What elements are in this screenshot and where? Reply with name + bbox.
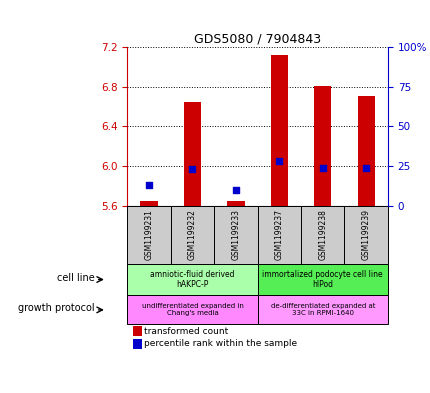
Point <box>275 158 282 164</box>
Bar <box>132 326 141 336</box>
Bar <box>270 55 287 206</box>
Bar <box>140 201 157 206</box>
Text: percentile rank within the sample: percentile rank within the sample <box>144 339 297 348</box>
Text: undifferentiated expanded in
Chang's media: undifferentiated expanded in Chang's med… <box>141 303 243 316</box>
Bar <box>214 206 257 264</box>
Text: GSM1199238: GSM1199238 <box>317 209 326 260</box>
Bar <box>257 264 387 296</box>
Bar <box>313 86 331 206</box>
Bar <box>183 102 201 206</box>
Bar <box>127 264 257 296</box>
Bar <box>170 206 214 264</box>
Point <box>319 164 326 171</box>
Bar <box>227 201 244 206</box>
Bar <box>132 339 141 349</box>
Text: GSM1199231: GSM1199231 <box>144 209 153 260</box>
Text: growth protocol: growth protocol <box>18 303 94 314</box>
Title: GDS5080 / 7904843: GDS5080 / 7904843 <box>194 33 320 46</box>
Text: transformed count: transformed count <box>144 327 228 336</box>
Text: GSM1199232: GSM1199232 <box>187 209 197 260</box>
Text: GSM1199237: GSM1199237 <box>274 209 283 260</box>
Bar <box>301 206 344 264</box>
Bar <box>356 95 374 206</box>
Point <box>189 166 196 172</box>
Bar <box>257 296 387 324</box>
Point <box>232 187 239 193</box>
Text: cell line: cell line <box>56 273 94 283</box>
Bar <box>127 206 170 264</box>
Bar <box>257 206 300 264</box>
Bar <box>127 296 257 324</box>
Text: GSM1199239: GSM1199239 <box>361 209 370 260</box>
Text: GSM1199233: GSM1199233 <box>231 209 240 260</box>
Bar <box>344 206 387 264</box>
Text: immortalized podocyte cell line
hIPod: immortalized podocyte cell line hIPod <box>262 270 382 289</box>
Point <box>362 164 369 171</box>
Text: de-differentiated expanded at
33C in RPMI-1640: de-differentiated expanded at 33C in RPM… <box>270 303 374 316</box>
Point <box>145 182 152 188</box>
Text: amniotic-fluid derived
hAKPC-P: amniotic-fluid derived hAKPC-P <box>150 270 234 289</box>
